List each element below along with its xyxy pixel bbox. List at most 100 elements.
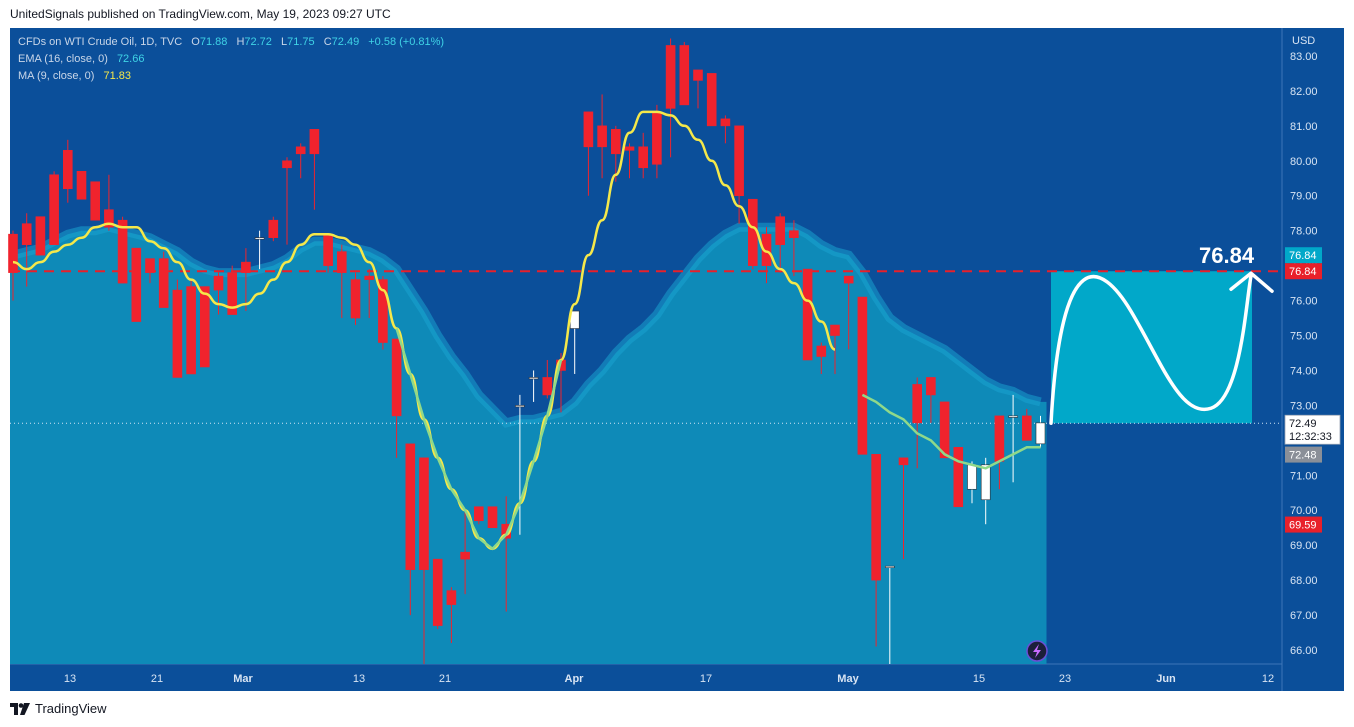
candle[interactable] [446,587,457,644]
price-tick-label: 74.00 [1290,365,1318,377]
candle-body-down [830,324,840,336]
time-tick-label: 17 [700,673,712,685]
candle[interactable] [487,506,498,529]
tag-target-top: 76.84 [1285,247,1322,264]
legend-change: +0.58 (+0.81%) [368,36,444,48]
candle[interactable] [528,370,539,402]
time-axis-panel[interactable] [10,664,1344,691]
forecast-curve [1049,274,1253,425]
price-tick-label: 75.00 [1290,331,1318,343]
candle[interactable] [583,111,594,196]
candle[interactable] [104,174,114,231]
candle[interactable] [200,286,210,368]
candle-body-down [652,111,662,165]
candle[interactable] [213,272,224,315]
candle[interactable] [90,181,100,221]
reference-lines [10,270,1282,424]
candle[interactable] [693,69,703,109]
legend-open-value: 71.88 [200,36,228,48]
candle[interactable] [76,170,87,200]
candle-body-down [802,268,813,361]
candle[interactable] [679,41,690,106]
candle[interactable] [309,129,320,210]
candle[interactable] [884,565,895,664]
replay-icon[interactable] [1026,640,1048,662]
candle[interactable] [939,401,950,459]
candle[interactable] [295,143,306,179]
candle[interactable] [542,359,553,399]
candle[interactable] [610,125,621,182]
candle[interactable] [21,213,32,287]
candle-body-down [693,69,703,81]
candle[interactable] [35,216,46,256]
candle[interactable] [706,73,717,127]
candle[interactable] [241,248,251,312]
candle[interactable] [1035,415,1046,448]
candle-body-down [542,377,553,396]
candle-body-down [76,170,87,200]
candle[interactable] [282,157,292,245]
candle[interactable] [926,377,936,423]
time-tick-label: 15 [973,673,985,685]
candle[interactable] [419,457,429,664]
candle[interactable] [254,230,265,270]
price-tick-label: 66.00 [1290,645,1318,657]
legend-ma-label: MA (9, close, 0) [18,70,94,82]
time-axis-labels: 13 21 Mar 13 21 Apr 17 May 15 23 Jun 12 [64,673,1274,685]
candle[interactable] [378,276,388,350]
candle[interactable] [405,443,416,616]
legend-low-label: L [281,36,287,48]
candle[interactable] [268,216,279,242]
candle[interactable] [158,251,169,308]
candle[interactable] [364,269,375,319]
candle[interactable] [898,457,909,560]
candle[interactable] [172,279,183,378]
price-tick-label: 80.00 [1290,156,1318,168]
candle[interactable] [515,394,525,535]
candle[interactable] [775,213,786,273]
candle[interactable] [227,265,237,315]
candle[interactable] [1021,408,1032,441]
candle[interactable] [117,216,128,284]
candle[interactable] [802,268,813,361]
candle[interactable] [1008,394,1018,483]
candle[interactable] [953,447,964,508]
candle-body-down [227,272,237,315]
candle[interactable] [665,38,676,158]
candle[interactable] [638,132,649,179]
candle[interactable] [473,506,484,525]
candle[interactable] [391,338,402,458]
candle[interactable] [857,296,868,455]
candle[interactable] [432,558,443,630]
candle[interactable] [761,227,772,284]
candle[interactable] [350,272,361,326]
candle-body-down [200,286,210,368]
candle[interactable] [871,454,881,647]
time-tick-label: Mar [233,673,253,685]
candle[interactable] [747,198,758,270]
candle[interactable] [624,143,635,179]
candle[interactable] [336,244,347,319]
candle[interactable] [186,279,196,375]
candle[interactable] [597,94,607,179]
candle[interactable] [49,171,59,245]
candle[interactable] [789,220,799,277]
candle[interactable] [460,510,470,595]
target-annotation-label: 76.84 [1199,243,1255,268]
candle[interactable] [8,230,18,301]
candle[interactable] [62,139,73,203]
candle[interactable] [912,377,923,469]
legend-ema-value: 72.66 [117,53,145,65]
candle-body-down [419,457,429,570]
tag-target-bg [1285,263,1322,280]
candle[interactable] [816,342,827,374]
candle-body-down [158,258,169,308]
price-axis-panel[interactable] [1282,28,1344,664]
candle[interactable] [720,115,731,144]
candle[interactable] [145,258,155,284]
candle[interactable] [131,247,142,322]
price-tick-label: 70.00 [1290,505,1318,517]
price-tick-label: 69.00 [1290,540,1318,552]
candle[interactable] [843,275,854,350]
